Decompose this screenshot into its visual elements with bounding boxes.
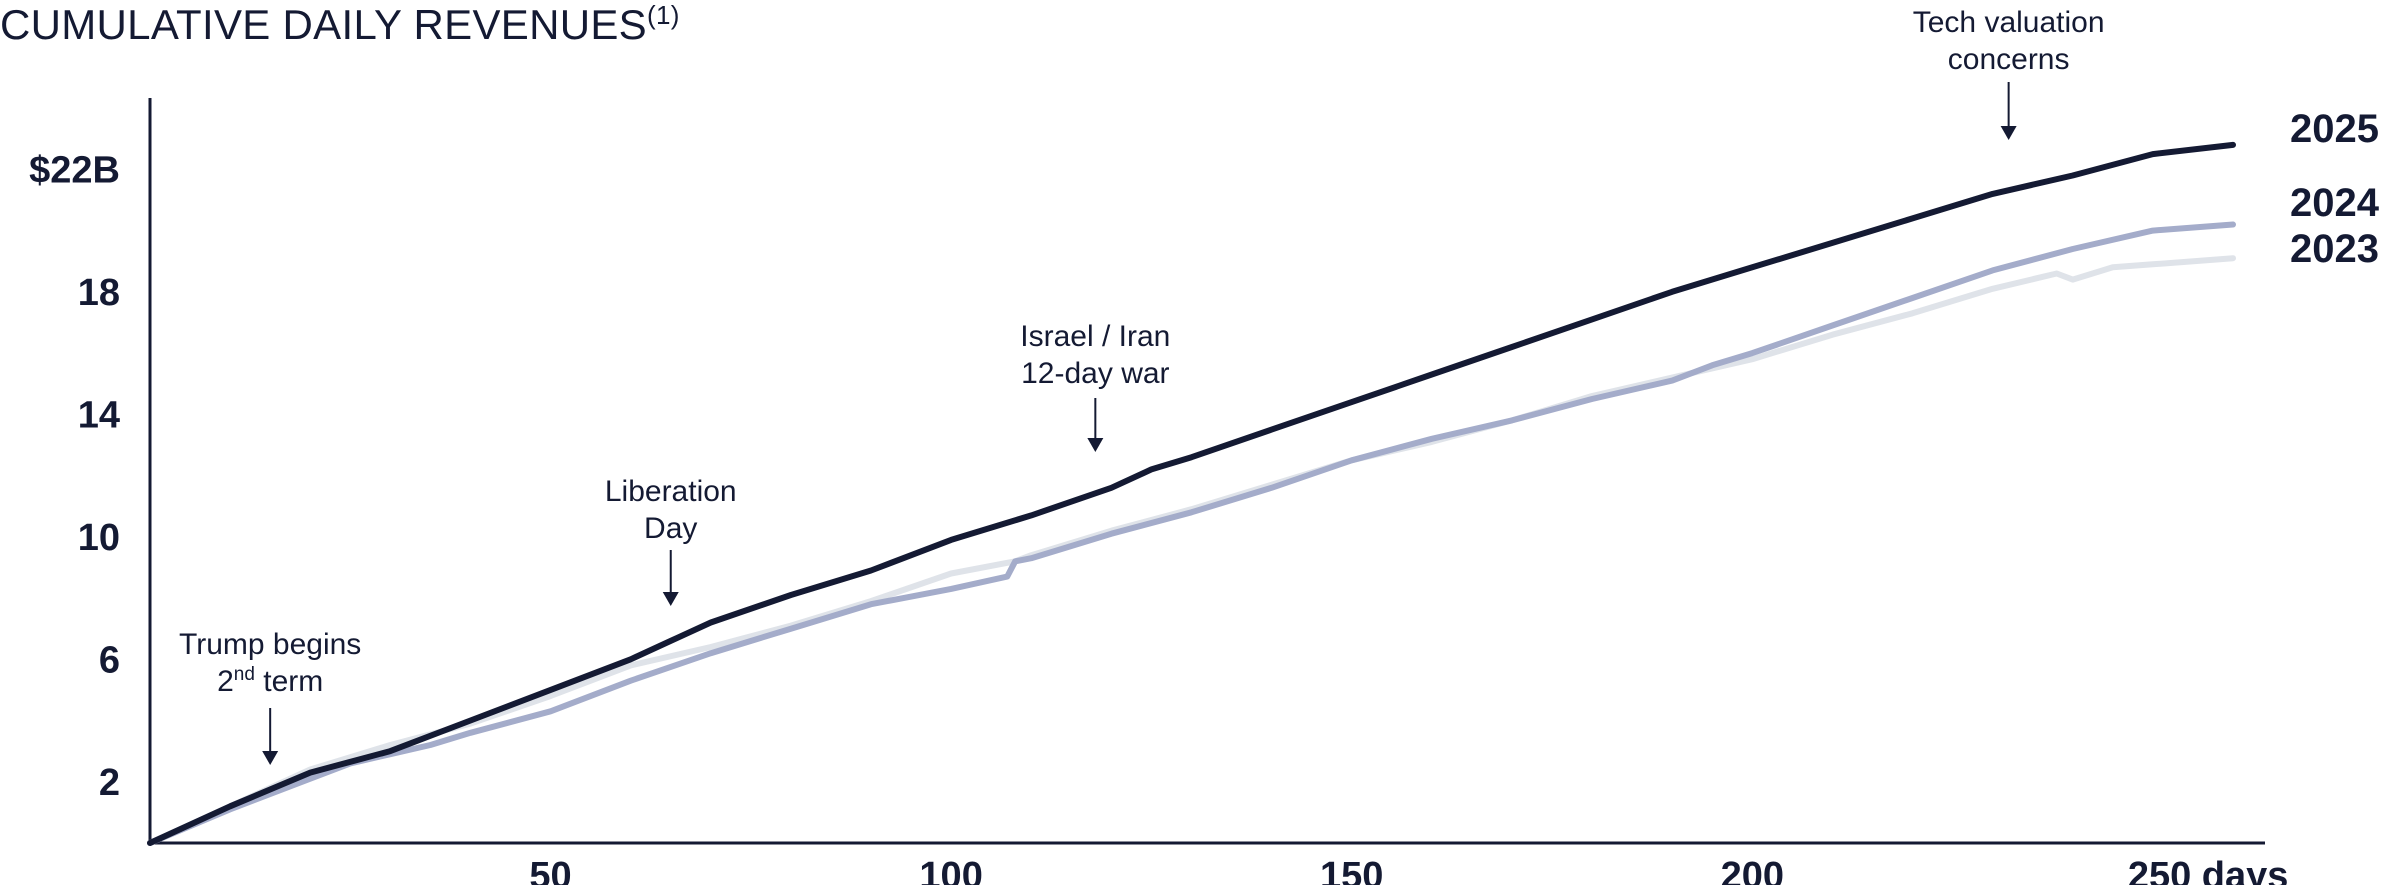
x-tick-label: 200: [1721, 855, 1784, 885]
annotation-label-tech: concerns: [1948, 43, 2070, 76]
annotation-arrowhead-tech: [2000, 126, 2017, 140]
chart-title: CUMULATIVE DAILY REVENUES(1): [0, 0, 680, 49]
axes: 2 6 10 14 18 $22B 50 100 150 200 250 days: [29, 98, 2288, 885]
x-tick-label: 150: [1320, 855, 1383, 885]
annotation-label-israel: Israel / Iran: [1020, 320, 1170, 353]
annotation-label-trump: 2nd term: [217, 664, 323, 698]
annotation-arrowhead-liberation: [662, 592, 679, 606]
series-label-2023: 2023: [2290, 227, 2379, 271]
y-tick-label: 2: [99, 762, 120, 804]
y-tick-label: 18: [78, 272, 120, 314]
y-tick-label: 6: [99, 639, 120, 681]
annotation-arrowhead-trump: [262, 751, 279, 765]
series-line-2024: [147, 221, 2236, 846]
x-tick-label: 50: [529, 855, 571, 885]
series-line-2025: [147, 141, 2236, 846]
series-label-2025: 2025: [2290, 107, 2379, 151]
annotation-label-liberation: Liberation: [605, 475, 737, 508]
y-tick-label: $22B: [29, 149, 120, 191]
y-tick-label: 10: [78, 517, 120, 559]
annotation-label-israel: 12-day war: [1021, 357, 1169, 390]
annotation-label-tech: Tech valuation: [1913, 6, 2105, 39]
series-label-2024: 2024: [2290, 181, 2380, 225]
chart-title-footnote: (1): [647, 0, 680, 30]
annotation-label-trump: Trump begins: [179, 628, 361, 661]
x-tick-label: 100: [919, 855, 982, 885]
series-line-2023: [147, 255, 2236, 846]
annotation-label-liberation: Day: [644, 512, 697, 545]
y-tick-label: 14: [78, 394, 120, 436]
annotation-arrowhead-israel: [1087, 438, 1104, 452]
chart-title-text: CUMULATIVE DAILY REVENUES: [0, 1, 647, 48]
x-tick-label: 250 days: [2128, 855, 2289, 885]
series-layer: [147, 141, 2236, 846]
